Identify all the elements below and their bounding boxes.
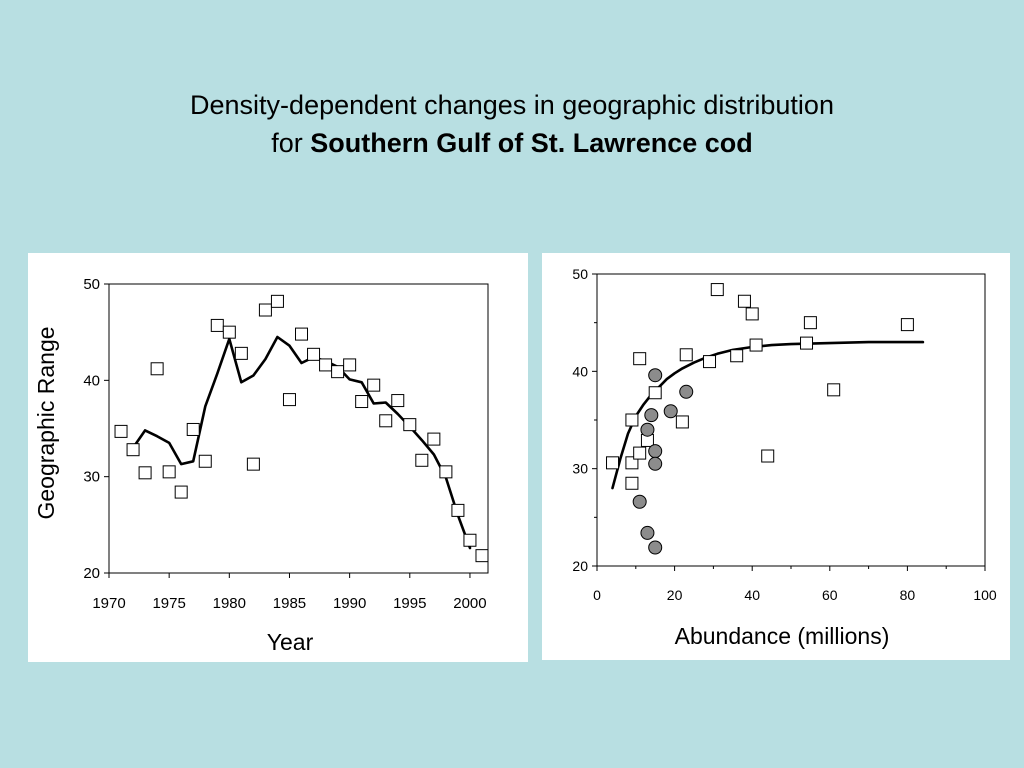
left-square-marker <box>114 424 128 438</box>
abundance-vs-range-chart: 20 30 40 50 0 20 40 60 80 100 Abundance (millions) <box>572 266 997 649</box>
right-x-tick-label: 20 <box>667 587 683 603</box>
right-square-marker <box>827 383 841 397</box>
left-square-marker <box>343 358 357 372</box>
slide-title: Density-dependent changes in geographic … <box>0 86 1024 162</box>
left-chart-panel: 20 30 40 50 1970 1975 1980 1985 1990 1995 2000 Year… <box>28 253 528 662</box>
right-circle-marker <box>679 384 694 399</box>
right-circle-marker <box>663 404 678 419</box>
right-circle-marker <box>648 368 663 383</box>
right-square-marker <box>625 476 639 490</box>
left-square-marker <box>379 414 393 428</box>
title-line-1: Density-dependent changes in geographic … <box>190 90 834 120</box>
right-chart-panel: 20 30 40 50 0 20 40 60 80 100 Abundance (millions) <box>542 253 1010 660</box>
left-x-tick-label: 2000 <box>453 595 486 612</box>
right-square-marker <box>679 348 693 362</box>
right-circle-marker <box>648 444 663 459</box>
right-square-marker <box>745 307 759 321</box>
right-circle-marker <box>640 422 655 437</box>
left-square-marker <box>319 358 333 372</box>
right-square-marker <box>625 456 639 470</box>
left-square-marker <box>258 303 272 317</box>
right-square-marker <box>900 318 914 332</box>
right-square-marker <box>761 449 775 463</box>
right-square-marker <box>800 336 814 350</box>
left-square-marker <box>451 503 465 517</box>
left-square-marker <box>331 365 345 379</box>
right-square-marker <box>633 446 647 460</box>
right-x-tick-label: 60 <box>822 587 838 603</box>
left-square-marker <box>234 346 248 360</box>
left-y-tick-label: 40 <box>83 372 100 389</box>
left-square-marker <box>307 347 321 361</box>
left-square-marker <box>295 327 309 341</box>
right-y-tick-label: 30 <box>572 461 588 477</box>
left-square-marker <box>439 465 453 479</box>
right-square-marker <box>606 456 620 470</box>
left-square-marker <box>270 294 284 308</box>
right-square-marker <box>730 349 744 363</box>
left-y-tick-label: 30 <box>83 469 100 486</box>
left-square-marker <box>415 453 429 467</box>
title-line-2-bold: Southern Gulf of St. Lawrence cod <box>310 128 753 158</box>
left-square-marker <box>427 432 441 446</box>
right-x-tick-label: 100 <box>973 587 997 603</box>
left-square-marker <box>162 465 176 479</box>
right-x-axis-label: Abundance (millions) <box>675 623 890 649</box>
left-square-marker <box>475 549 489 563</box>
right-circle-marker <box>648 540 663 555</box>
right-square-marker <box>749 338 763 352</box>
year-vs-range-chart: 20 30 40 50 1970 1975 1980 1985 1990 1995 2000 Year… <box>33 276 489 655</box>
left-square-marker <box>150 362 164 376</box>
left-x-tick-label: 1985 <box>273 595 306 612</box>
right-y-tick-label: 40 <box>572 363 588 379</box>
left-square-marker <box>355 395 369 409</box>
title-line-2-prefix: for <box>271 128 303 158</box>
left-y-tick-label: 20 <box>83 565 100 582</box>
right-x-tick-label: 80 <box>900 587 916 603</box>
right-square-marker <box>703 355 717 369</box>
right-square-marker <box>625 413 639 427</box>
left-square-marker <box>138 466 152 480</box>
right-square-marker <box>648 386 662 400</box>
left-fit-line <box>131 335 472 550</box>
left-x-tick-label: 1980 <box>213 595 246 612</box>
left-square-marker <box>222 325 236 339</box>
left-x-axis-label: Year <box>267 629 314 655</box>
right-y-tick-label: 20 <box>572 558 588 574</box>
right-square-marker <box>710 283 724 297</box>
right-square-marker <box>633 352 647 366</box>
left-x-tick-label: 1975 <box>152 595 185 612</box>
left-square-marker <box>126 443 140 457</box>
left-x-tick-label: 1970 <box>92 595 125 612</box>
right-square-marker <box>675 415 689 429</box>
right-x-tick-label: 40 <box>744 587 760 603</box>
left-square-marker <box>210 318 224 332</box>
right-circle-marker <box>648 456 663 471</box>
left-square-marker <box>403 418 417 432</box>
left-square-marker <box>367 378 381 392</box>
right-x-tick-label: 0 <box>593 587 601 603</box>
left-square-marker <box>282 393 296 407</box>
right-square-marker <box>737 294 751 308</box>
left-x-tick-label: 1995 <box>393 595 426 612</box>
title-line-2: for Southern Gulf of St. Lawrence cod <box>0 124 1024 162</box>
left-y-axis-label: Geographic Range <box>33 326 59 519</box>
left-square-marker <box>198 454 212 468</box>
left-plot-frame <box>108 283 489 574</box>
right-circle-marker <box>640 525 655 540</box>
left-x-tick-label: 1990 <box>333 595 366 612</box>
right-circle-marker <box>644 408 659 423</box>
left-square-marker <box>174 485 188 499</box>
left-square-marker <box>186 422 200 436</box>
right-square-marker <box>803 316 817 330</box>
right-circle-marker <box>632 494 647 509</box>
left-square-marker <box>463 533 477 547</box>
right-y-tick-label: 50 <box>572 266 588 282</box>
left-y-tick-label: 50 <box>83 276 100 293</box>
left-square-marker <box>246 457 260 471</box>
left-square-marker <box>391 394 405 408</box>
